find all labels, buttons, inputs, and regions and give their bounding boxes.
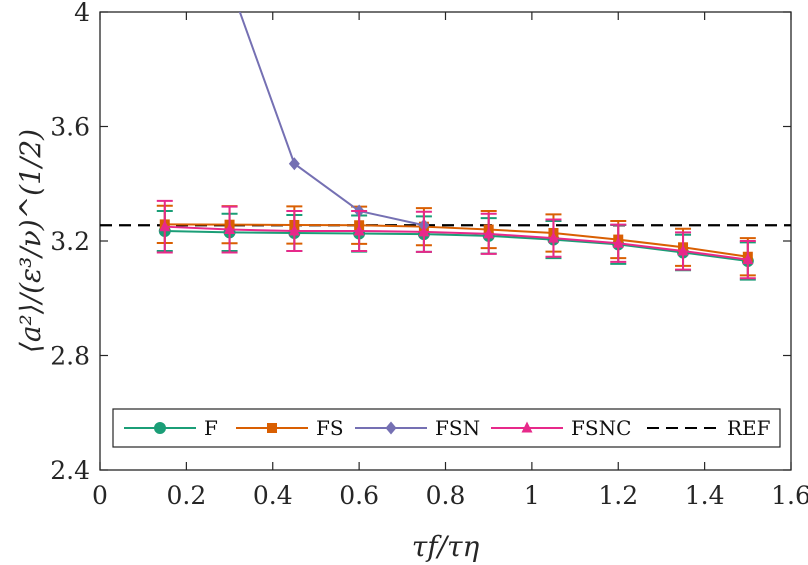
- axis-labels: τf/τη ⟨a²⟩/(ε³/ν)^(1/2): [14, 129, 479, 563]
- x-tick-label: 0.8: [426, 481, 466, 510]
- plot-frame: [99, 11, 792, 471]
- series-fsn: [238, 12, 430, 232]
- legend-marker: [521, 421, 533, 433]
- legend-marker: [154, 422, 166, 434]
- series-line: [164, 223, 748, 258]
- x-tick-label: 1: [524, 481, 540, 510]
- data-point: [288, 157, 300, 171]
- x-tick-label: 1.4: [685, 481, 725, 510]
- y-tick-label: 2.4: [50, 456, 90, 485]
- data-point: [353, 224, 365, 236]
- data-point: [483, 227, 495, 239]
- legend: F FS FSN FSNC REF: [112, 408, 781, 448]
- legend-label: REF: [727, 416, 771, 440]
- data-point: [288, 224, 300, 236]
- legend-marker: [267, 423, 277, 433]
- legend-label: FSN: [435, 416, 480, 440]
- data-point: [612, 236, 624, 248]
- axis-ticks: 0 0.2 0.4 0.6 0.8 1 1.2 1.4 1.6 2.4 2.8 3.2 3.6 4: [50, 0, 808, 510]
- y-tick-label: 2.8: [50, 342, 90, 371]
- data-point: [159, 220, 171, 232]
- legend-marker: [385, 421, 397, 435]
- y-tick-label: 4: [74, 0, 90, 27]
- series-fsnc: [156, 199, 756, 280]
- legend-label: F: [204, 416, 218, 440]
- legend-label: FSNC: [571, 416, 631, 440]
- x-tick-label: 0.2: [166, 481, 206, 510]
- legend-label: FS: [316, 416, 344, 440]
- y-tick-label: 3.2: [50, 227, 90, 256]
- y-axis-label: ⟨a²⟩/(ε³/ν)^(1/2): [14, 129, 47, 353]
- data-point: [418, 225, 430, 237]
- data-point: [547, 231, 559, 243]
- x-axis-label: τf/τη: [412, 530, 480, 563]
- x-tick-label: 1.6: [771, 481, 808, 510]
- series-layer: [100, 12, 791, 281]
- x-tick-label: 0.6: [339, 481, 379, 510]
- data-point: [224, 223, 236, 235]
- x-tick-label: 0.4: [253, 481, 293, 510]
- data-point: [742, 253, 754, 265]
- y-tick-label: 3.6: [50, 113, 90, 142]
- x-tick-label: 0: [92, 481, 108, 510]
- series-line: [164, 225, 748, 261]
- data-point: [677, 244, 689, 256]
- x-tick-label: 1.2: [598, 481, 638, 510]
- series-line: [164, 229, 748, 263]
